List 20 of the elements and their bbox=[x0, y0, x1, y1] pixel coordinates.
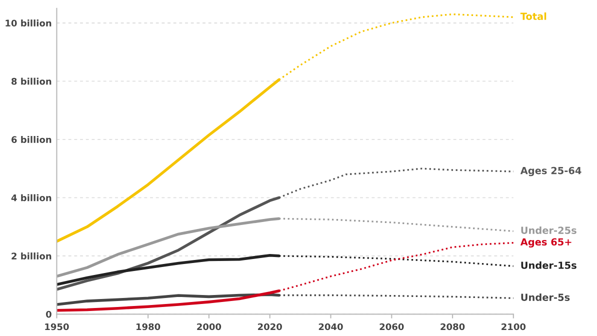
x-tick-label: 2020 bbox=[258, 323, 282, 330]
series-label: Total bbox=[520, 12, 546, 20]
series-label: Under-15s bbox=[521, 261, 576, 269]
x-tick-label: 2080 bbox=[440, 323, 465, 330]
series-label: Under-5s bbox=[521, 293, 570, 301]
y-tick-label: 2 billion bbox=[12, 252, 52, 260]
x-tick-label: 2040 bbox=[318, 323, 343, 330]
series-label: Under-25s bbox=[521, 226, 576, 234]
x-tick-label: 2100 bbox=[502, 323, 526, 330]
series-label: Ages 25-64 bbox=[520, 166, 582, 176]
x-tick-label: 1980 bbox=[136, 323, 160, 330]
series-label: Ages 65+ bbox=[520, 238, 572, 248]
x-tick-label: 2000 bbox=[197, 323, 222, 330]
y-tick-label: 10 billion bbox=[6, 20, 52, 27]
y-tick-label: 8 billion bbox=[12, 78, 52, 85]
y-tick-label: 4 billion bbox=[11, 194, 52, 202]
x-tick-label: 1950 bbox=[45, 323, 69, 330]
x-tick-label: 2060 bbox=[380, 323, 404, 330]
y-tick-label: 0 bbox=[46, 310, 52, 318]
y-tick-label: 6 billion bbox=[12, 136, 52, 143]
